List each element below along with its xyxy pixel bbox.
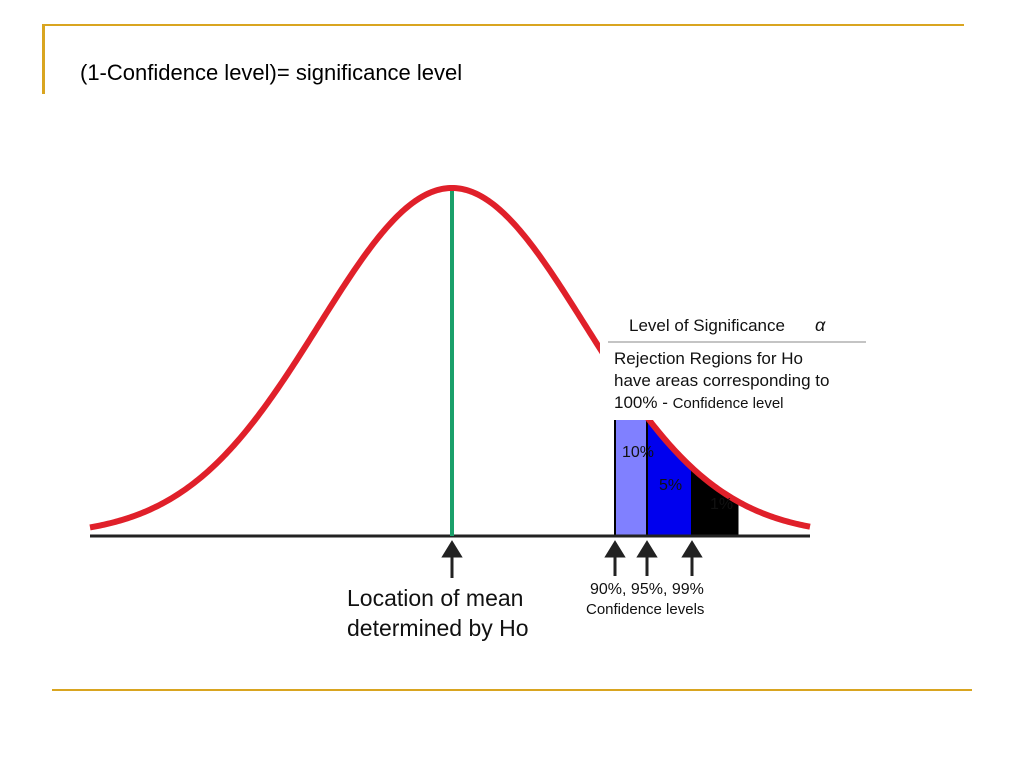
accent-rule-top [42, 24, 964, 26]
legend-heading: Level of Significance [629, 316, 785, 335]
slide-title: (1-Confidence level)= significance level [80, 60, 463, 85]
legend-line-1: Rejection Regions for Ho [614, 349, 803, 368]
mean-label-line-2: determined by Ho [347, 615, 529, 641]
legend-line-3: 100% - Confidence level [614, 393, 784, 412]
confidence-label-line-1: 90%, 95%, 99% [590, 581, 704, 598]
confidence-arrow-95 [636, 540, 658, 576]
bell-curve [89, 185, 811, 531]
legend-box: Level of Significance α Rejection Region… [600, 302, 875, 420]
legend-line-2: have areas corresponding to [614, 371, 829, 390]
confidence-arrow-99 [681, 540, 703, 576]
confidence-label-line-2: Confidence levels [586, 601, 704, 618]
confidence-arrow-90 [604, 540, 626, 576]
legend-line-3-prefix: 100% - [614, 393, 673, 412]
mean-arrow [441, 540, 463, 578]
alpha-symbol: α [815, 315, 826, 335]
region-label-1: 1% [710, 496, 733, 513]
accent-rule-bottom [52, 689, 972, 691]
region-label-10: 10% [622, 444, 654, 461]
mean-label-line-1: Location of mean [347, 585, 523, 611]
accent-rule-vertical [42, 24, 45, 94]
legend-line-3-suffix: Confidence level [673, 395, 784, 412]
region-label-5: 5% [659, 477, 682, 494]
